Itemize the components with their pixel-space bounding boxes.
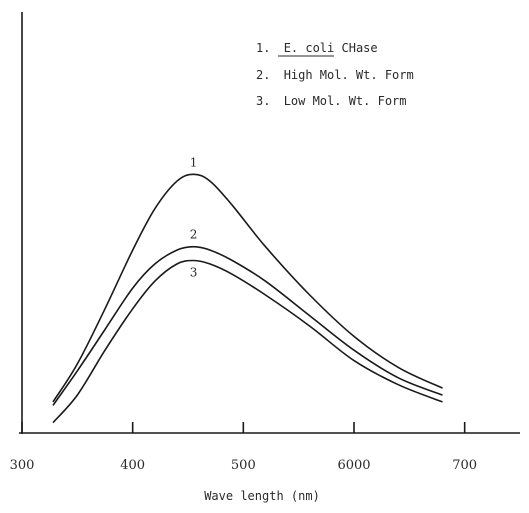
series-label-3: 3 [190,266,198,280]
legend-entry-3-name: Low Mol. Wt. Form [284,94,407,108]
series-label-1: 1 [190,155,198,169]
series-label-2: 2 [190,228,198,242]
legend-entry-1: 1. E. coli CHase [256,41,378,55]
x-ticks: 300 400 500 6000 700 [10,422,477,473]
legend: 1. E. coli CHase 2. High Mol. Wt. Form 3… [256,41,414,108]
x-tick-label-600: 6000 [337,458,370,473]
legend-entry-1-suffix: CHase [334,41,377,55]
legend-entry-2: 2. High Mol. Wt. Form [256,68,414,82]
series-line-2 [52,245,443,406]
x-tick-label-400: 400 [120,458,145,473]
legend-entry-3: 3. Low Mol. Wt. Form [256,94,407,108]
legend-entry-3-number: 3. [256,94,270,108]
series-group [52,173,443,424]
x-tick-label-500: 500 [231,458,256,473]
legend-entry-2-name: High Mol. Wt. Form [284,68,414,82]
x-tick-label-300: 300 [10,458,35,473]
x-tick-label-700: 700 [452,458,477,473]
legend-entry-2-number: 2. [256,68,270,82]
series-line-1 [52,173,443,403]
legend-entry-1-name: E. coli [284,41,335,55]
series-labels: 1 2 3 [190,155,198,279]
series-line-3 [52,259,443,424]
legend-entry-1-number: 1. [256,41,270,55]
x-axis-label: Wave length (nm) [204,489,320,503]
